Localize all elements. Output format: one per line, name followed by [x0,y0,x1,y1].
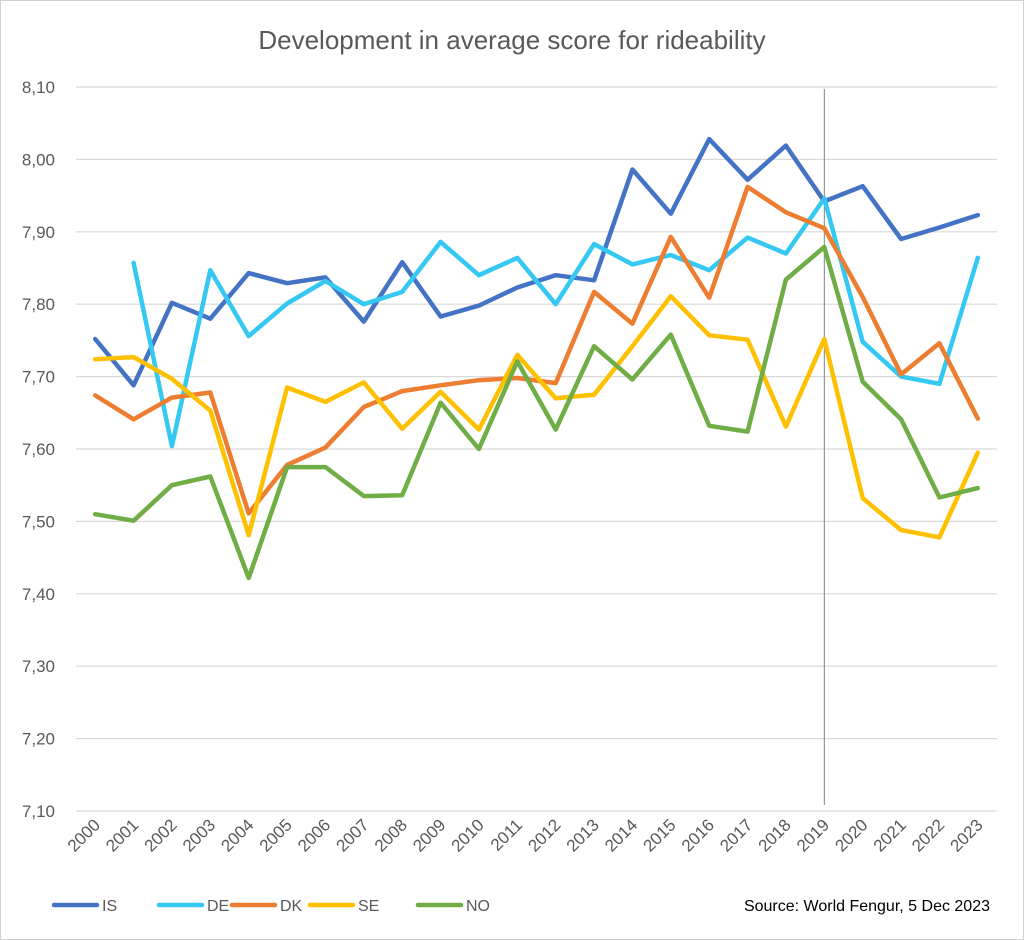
x-tick-label: 2018 [755,815,795,855]
y-tick-label: 7,80 [22,295,55,314]
x-tick-label: 2013 [563,815,603,855]
y-tick-label: 8,10 [22,78,55,97]
legend-label-se: SE [358,898,379,915]
x-axis-ticks: 2000200120022003200420052006200720082009… [64,815,987,855]
series-line-de [131,196,981,449]
x-tick-label: 2019 [793,815,833,855]
x-tick-label: 2021 [870,815,910,855]
x-tick-label: 2006 [294,815,334,855]
y-tick-label: 7,30 [22,657,55,676]
y-axis-ticks: 7,10 7,20 7,30 7,40 7,50 7,60 7,70 7,80 7,90 8,00… [22,78,55,821]
series-lines [92,136,981,581]
x-tick-label: 2022 [908,815,948,855]
x-tick-label: 2008 [371,815,411,855]
source-note: Source: World Fengur, 5 Dec 2023 [744,898,990,915]
x-tick-label: 2011 [487,815,526,854]
gridlines [76,86,997,812]
y-tick-label: 7,50 [22,512,55,531]
x-tick-label: 2007 [332,815,372,855]
x-tick-label: 2010 [448,815,488,855]
x-tick-label: 2015 [639,815,679,855]
x-tick-label: 2012 [524,815,564,855]
y-tick-label: 8,00 [22,150,55,169]
x-tick-label: 2004 [217,815,257,855]
y-tick-label: 7,40 [22,585,55,604]
x-tick-label: 2020 [831,815,871,855]
y-tick-label: 7,90 [22,223,55,242]
x-tick-label: 2005 [256,815,296,855]
legend-label-no: NO [466,898,490,915]
x-tick-label: 2001 [102,815,142,855]
x-tick-label: 2003 [179,815,219,855]
legend-label-is: IS [102,898,117,915]
x-tick-label: 2002 [141,815,181,855]
series-line-dk [92,184,981,516]
y-tick-label: 7,70 [22,368,55,387]
chart-title: Development in average score for rideabi… [258,25,765,55]
series-line-no [92,244,981,581]
x-tick-label: 2009 [409,815,449,855]
legend-label-de: DE [207,898,229,915]
y-tick-label: 7,10 [22,802,55,821]
series-line-se [92,293,981,540]
x-tick-label: 2000 [64,815,104,855]
x-tick-label: 2014 [601,815,641,855]
x-tick-label: 2017 [716,815,756,855]
x-tick-label: 2023 [946,815,986,855]
x-tick-label: 2016 [678,815,718,855]
y-tick-label: 7,60 [22,440,55,459]
legend: IS DE DK SE NO [51,898,490,915]
y-tick-label: 7,20 [22,730,55,749]
legend-label-dk: DK [280,898,303,915]
